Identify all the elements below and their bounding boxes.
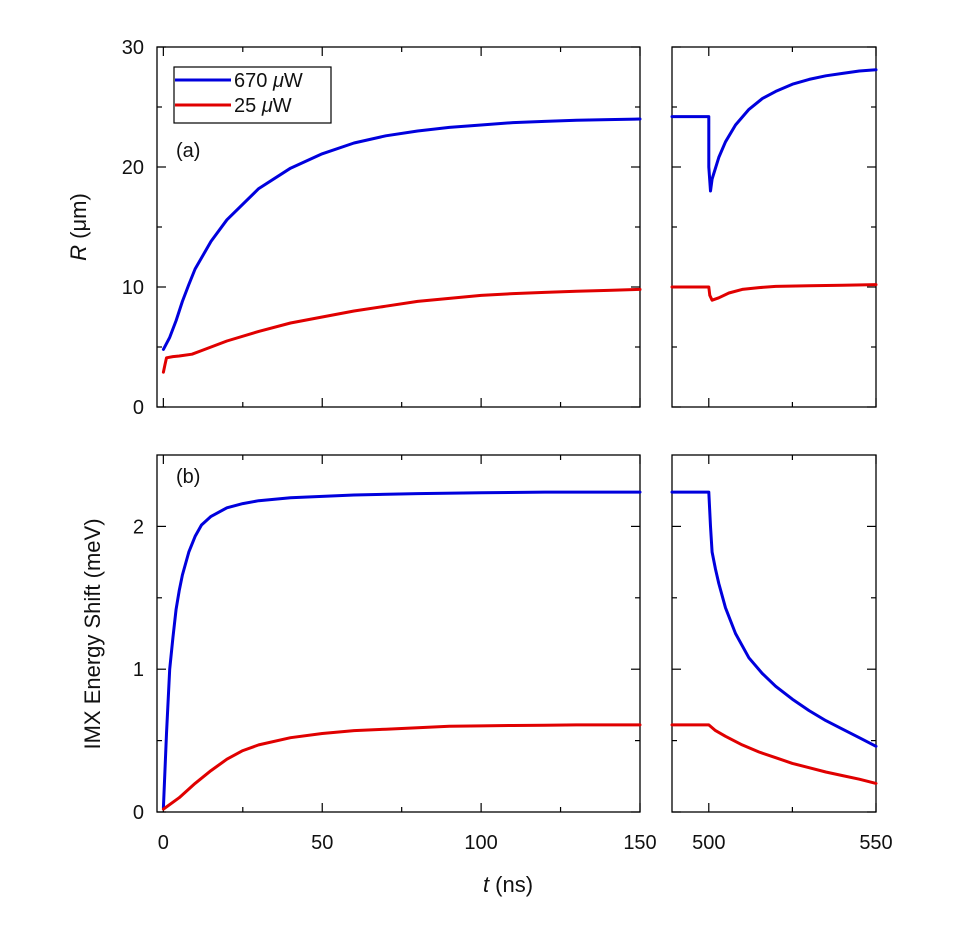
series-25w-a-left: [161, 287, 642, 374]
legend: 670 μW 25 μW: [173, 66, 332, 124]
y-tick-label-a: 20: [122, 157, 144, 179]
series-670w-b-right: [670, 490, 878, 748]
x-tick-label-right: 500: [692, 832, 725, 854]
y-tick-label-a: 30: [122, 37, 144, 59]
x-tick-label: 0: [158, 832, 169, 854]
y-tick-label-b: 2: [133, 516, 144, 538]
series-lines: [161, 68, 878, 811]
legend-label-25uw: 25 μW: [234, 95, 292, 117]
x-tick-label: 50: [311, 832, 333, 854]
panel-label-b: (b): [176, 466, 200, 488]
panel-label-a: (a): [176, 140, 200, 162]
panel-a-right-frame: [671, 46, 877, 408]
series-25w-a-right: [670, 283, 878, 302]
panel-b-right-frame: [671, 454, 877, 813]
y-axis-title-b: IMX Energy Shift (meV): [80, 518, 105, 749]
series-25w-b-right: [670, 723, 878, 785]
legend-box: [173, 66, 332, 124]
x-tick-label: 100: [464, 832, 497, 854]
y-tick-label-a: 0: [133, 397, 144, 419]
panel-b-left-frame: [156, 454, 641, 813]
x-axis-title: t (ns): [483, 872, 533, 897]
series-670w-b-left: [161, 490, 642, 810]
y-axis-title-a: R (μm): [66, 193, 91, 261]
series-25w-b-left: [161, 723, 642, 811]
y-tick-label-a: 10: [122, 277, 144, 299]
y-tick-label-b: 1: [133, 659, 144, 681]
legend-label-670uw: 670 μW: [234, 70, 303, 92]
x-tick-label: 150: [623, 832, 656, 854]
y-tick-label-b: 0: [133, 802, 144, 824]
series-670w-a-right: [670, 68, 878, 193]
series-670w-a-left: [161, 117, 642, 351]
x-tick-label-right: 550: [859, 832, 892, 854]
